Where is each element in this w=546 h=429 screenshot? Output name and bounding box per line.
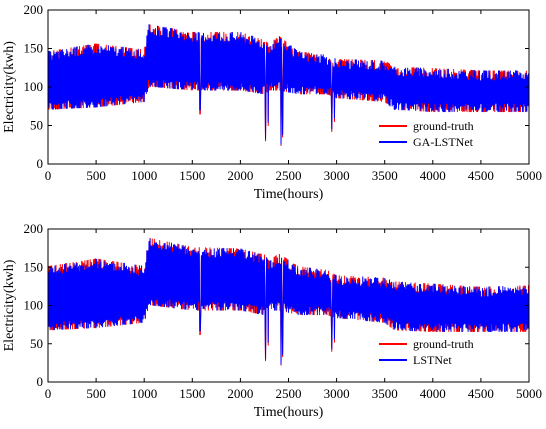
x-tick-label: 500 [86,168,106,183]
y-tick-label: 0 [37,374,44,389]
x-axis-label: Time(hours) [254,405,324,420]
x-tick-label: 5000 [516,386,542,401]
x-tick-label: 500 [86,386,106,401]
x-axis-label: Time(hours) [254,187,324,202]
x-tick-label: 4500 [468,168,494,183]
series-line-prediction [47,238,530,365]
x-tick-label: 1000 [131,386,157,401]
x-tick-label: 2000 [227,168,253,183]
legend: ground-truth LSTNet [379,337,474,367]
legend-label-prediction: GA-LSTNet [413,135,474,149]
y-tick-label: 200 [24,2,44,17]
x-tick-label: 1500 [179,386,205,401]
x-tick-label: 2500 [276,386,302,401]
y-tick-label: 50 [30,118,43,133]
chart-panel-bottom: 0 500 1000 1500 2000 2500 3000 3500 4000 4500 5000… [2,221,542,420]
x-tick-label: 1000 [131,168,157,183]
y-tick-label: 50 [30,336,43,351]
y-tick-label: 100 [24,298,44,313]
legend-label-ground-truth: ground-truth [413,119,474,133]
y-tick-label: 150 [24,41,44,56]
x-tick-label: 3500 [372,168,398,183]
x-tick-label: 3000 [324,386,350,401]
y-tick-label: 200 [24,221,44,236]
x-axis-ticks: 0 500 1000 1500 2000 2500 3000 3500 4000 4500 5000 [45,229,542,401]
legend-label-prediction: LSTNet [413,353,452,367]
x-tick-label: 4500 [468,386,494,401]
legend: ground-truth GA-LSTNet [379,119,474,149]
x-tick-label: 2000 [227,386,253,401]
x-tick-label: 4000 [420,168,446,183]
y-tick-label: 0 [37,156,44,171]
y-axis-label: Electricity(kwh) [2,259,17,351]
y-tick-label: 150 [24,259,44,274]
y-axis-label: Electricity(kwh) [2,41,17,133]
plot-area [47,237,530,366]
x-tick-label: 5000 [516,168,542,183]
x-tick-label: 4000 [420,386,446,401]
x-tick-label: 1500 [179,168,205,183]
x-tick-label: 3500 [372,386,398,401]
x-tick-label: 2500 [276,168,302,183]
x-tick-label: 3000 [324,168,350,183]
x-axis-ticks: 0 500 1000 1500 2000 2500 3000 3500 4000 4500 5000 [45,10,542,183]
plot-area [47,24,530,147]
y-axis-ticks: 0 50 100 150 200 [24,221,529,389]
series-line-prediction [47,24,530,145]
y-axis-ticks: 0 50 100 150 200 [24,2,529,171]
legend-label-ground-truth: ground-truth [413,337,474,351]
x-tick-label: 0 [45,386,52,401]
x-tick-label: 0 [45,168,52,183]
chart-panel-top: 0 500 1000 1500 2000 2500 3000 3500 4000 4500 5000… [2,2,542,202]
y-tick-label: 100 [24,79,44,94]
